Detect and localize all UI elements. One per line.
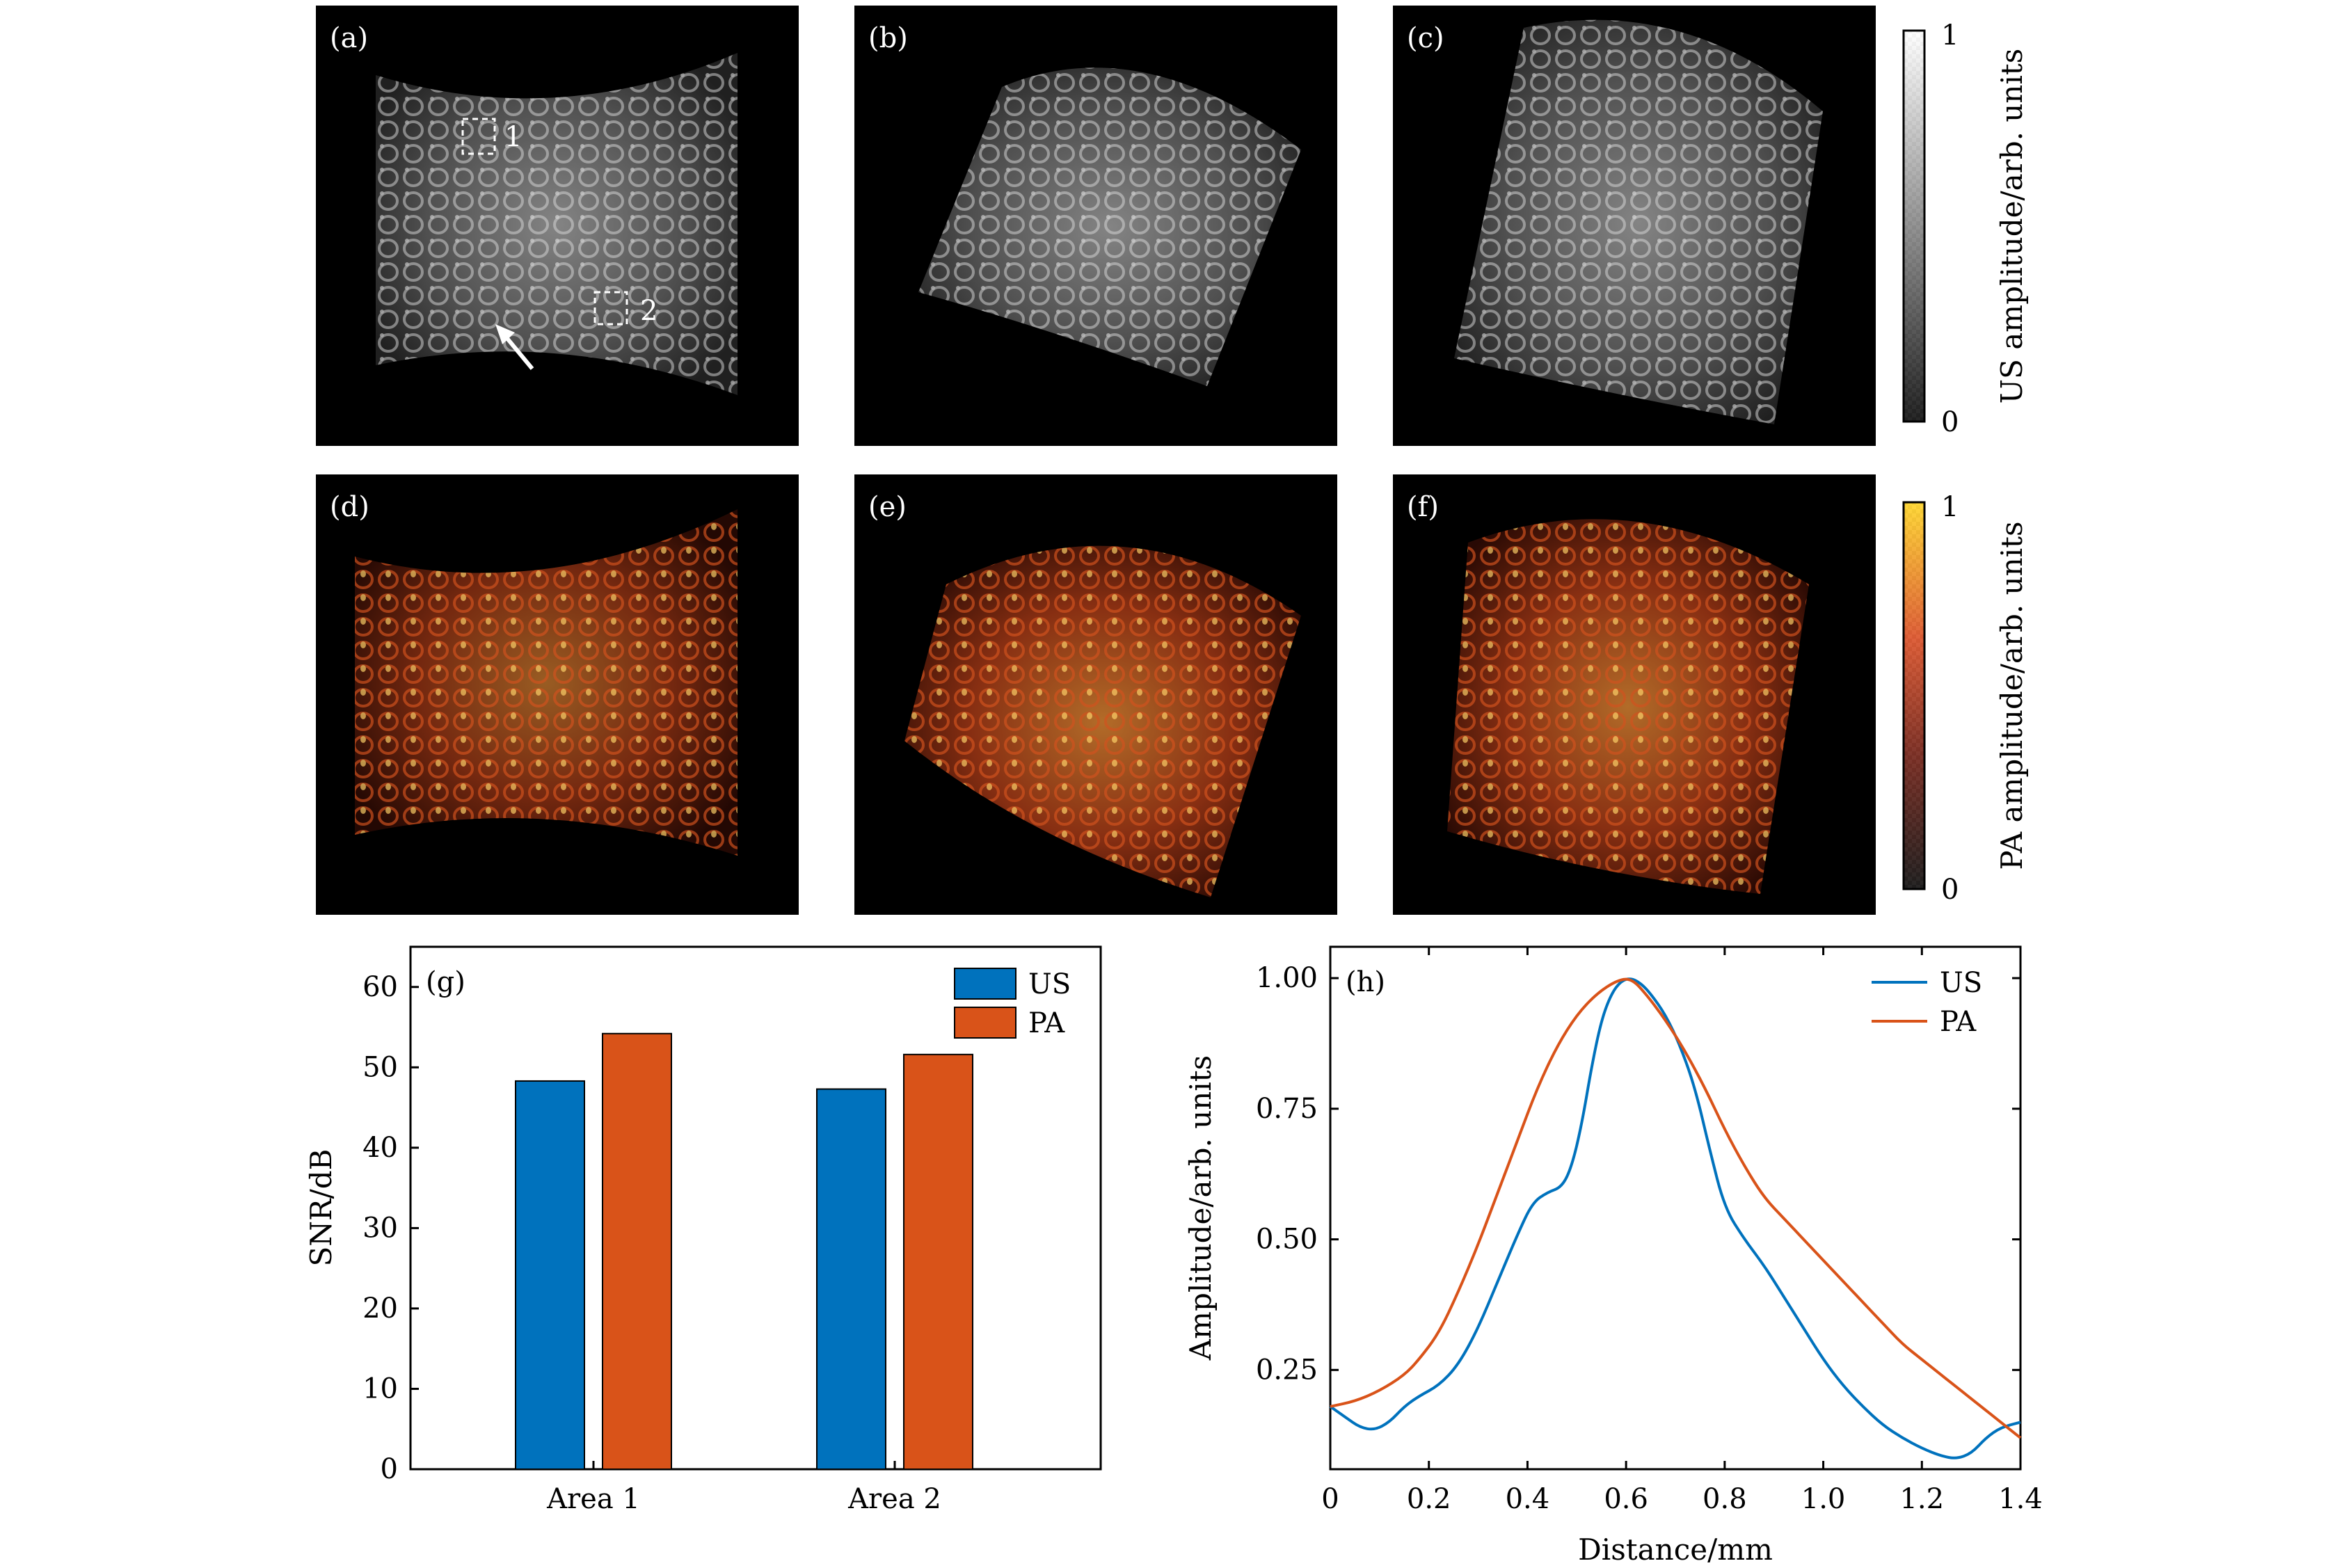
bar-chart-g-frame xyxy=(409,945,1102,1471)
colorbar-pa-top-label: 1 xyxy=(1941,491,1959,523)
line-chart-h-xtick-label: 0.4 xyxy=(1506,1483,1550,1515)
panel-e-label: (e) xyxy=(868,491,907,523)
bar-us-2 xyxy=(816,1088,886,1470)
panel-e: (e) xyxy=(854,474,1337,915)
panel-f-label: (f) xyxy=(1407,491,1439,523)
line-chart-h-xtick-label: 0.8 xyxy=(1703,1483,1747,1515)
panel-a-cell-texture xyxy=(376,53,738,395)
line-chart-h-xtick-label: 0.6 xyxy=(1604,1483,1648,1515)
panel-e-cell-texture xyxy=(904,545,1301,897)
line-chart-h-ytick-label: 0.75 xyxy=(1256,1093,1318,1125)
bar-chart-g-panel-label: (g) xyxy=(426,966,465,998)
panel-d: (d) xyxy=(316,474,799,915)
colorbar-pa-bottom-label: 0 xyxy=(1941,874,1959,906)
roi-label-1: 1 xyxy=(504,121,522,153)
bar-chart-g-category-label: Area 2 xyxy=(847,1483,941,1515)
colorbar-us: 1 0 US amplitude/arb. units xyxy=(1902,19,2029,438)
line-series-us xyxy=(1329,977,2021,1459)
panel-f: (f) xyxy=(1393,474,1876,915)
panel-f-cell-texture xyxy=(1447,519,1809,894)
bar-chart-g-x-ticks: Area 1 Area 2 xyxy=(546,1461,941,1515)
legend-swatch-us xyxy=(954,968,1016,1000)
panel-c-label: (c) xyxy=(1407,22,1444,54)
panel-c-cell-texture xyxy=(1454,19,1823,425)
colorbar-us-frame xyxy=(1902,29,1926,423)
bar-chart-g-ytick-label: 60 xyxy=(362,971,398,1003)
colorbar-us-gradient xyxy=(1904,31,1924,422)
line-chart-h-xlabel: Distance/mm xyxy=(1578,1533,1773,1567)
legend-label-pa-line: PA xyxy=(1940,1006,1977,1038)
line-chart-h-ylabel: Amplitude/arb. units xyxy=(1183,1055,1218,1361)
line-chart-h-xtick-label: 0.2 xyxy=(1407,1483,1451,1515)
line-chart-h-ytick-label: 1.00 xyxy=(1256,962,1318,994)
line-chart-h-xtick-label: 1.2 xyxy=(1899,1483,1944,1515)
colorbar-pa-frame xyxy=(1902,501,1926,890)
bar-chart-g-ytick-label: 50 xyxy=(362,1051,398,1083)
line-chart-h-xtick-label: 1.0 xyxy=(1801,1483,1846,1515)
roi-box-1 xyxy=(461,118,496,155)
line-chart-h-ytick-label: 0.25 xyxy=(1256,1354,1318,1386)
colorbar-us-title: US amplitude/arb. units xyxy=(1995,49,2029,404)
panel-b: (b) xyxy=(854,6,1337,446)
bar-chart-g-y-ticks: 0 10 20 30 40 50 60 xyxy=(362,971,419,1485)
colorbar-us-bottom-label: 0 xyxy=(1941,406,1959,438)
panel-a: 1 2 (a) xyxy=(316,6,799,446)
line-chart-h-y-ticks: 0.25 0.50 0.75 1.00 xyxy=(1256,962,2020,1386)
panel-b-cell-texture xyxy=(918,67,1301,386)
bar-chart-g-ytick-label: 40 xyxy=(362,1132,398,1164)
line-chart-h-ytick-label: 0.50 xyxy=(1256,1224,1318,1256)
bar-pa-2 xyxy=(903,1053,973,1470)
legend-swatch-pa xyxy=(954,1007,1016,1039)
legend-label-us-line: US xyxy=(1940,967,1982,999)
colorbar-pa: 1 0 PA amplitude/arb. units xyxy=(1902,491,2029,906)
bar-chart-g-ytick-label: 20 xyxy=(362,1293,398,1325)
line-chart-h-series xyxy=(1329,977,2022,1459)
legend-label-pa: PA xyxy=(1028,1007,1065,1039)
bar-chart-g-legend: US PA xyxy=(954,968,1071,1039)
line-chart-h-xtick-label: 0 xyxy=(1321,1483,1339,1515)
line-chart-h-x-ticks: 0 0.2 0.4 0.6 0.8 1.0 1.2 1.4 xyxy=(1321,947,2043,1515)
line-chart-h: (h) Amplitude/arb. units Distance/mm 0.2… xyxy=(1183,945,2043,1567)
bar-chart-g-bars xyxy=(515,1032,973,1470)
bar-chart-g-ytick-label: 10 xyxy=(362,1373,398,1405)
panel-d-label: (d) xyxy=(330,491,369,523)
roi-label-2: 2 xyxy=(640,295,657,327)
panel-a-label: (a) xyxy=(330,22,368,54)
bar-pa-1 xyxy=(602,1032,672,1470)
colorbar-pa-gradient xyxy=(1904,502,1924,889)
bar-us-1 xyxy=(515,1080,585,1470)
bar-chart-g-ylabel: SNR/dB xyxy=(304,1149,338,1266)
arrow-head xyxy=(495,324,515,344)
colorbar-pa-title: PA amplitude/arb. units xyxy=(1995,521,2029,870)
line-chart-h-panel-label: (h) xyxy=(1346,966,1385,998)
bar-chart-g: (g) SNR/dB 0 10 20 30 40 50 60 Area 1 Area 2 US… xyxy=(304,945,1102,1515)
panel-d-cell-texture xyxy=(355,509,738,856)
bar-chart-g-ytick-label: 30 xyxy=(362,1212,398,1244)
line-chart-h-xtick-label: 1.4 xyxy=(1998,1483,2043,1515)
bar-chart-g-ytick-label: 0 xyxy=(381,1453,398,1485)
line-chart-h-legend: US PA xyxy=(1872,967,1982,1038)
panel-b-label: (b) xyxy=(868,22,908,54)
line-series-pa xyxy=(1330,977,2022,1439)
legend-label-us: US xyxy=(1028,968,1071,1000)
bar-chart-g-category-label: Area 1 xyxy=(546,1483,640,1515)
line-chart-h-frame xyxy=(1329,945,2022,1471)
roi-box-2 xyxy=(593,291,628,326)
colorbar-us-top-label: 1 xyxy=(1941,19,1959,51)
panel-c: (c) xyxy=(1393,6,1876,446)
